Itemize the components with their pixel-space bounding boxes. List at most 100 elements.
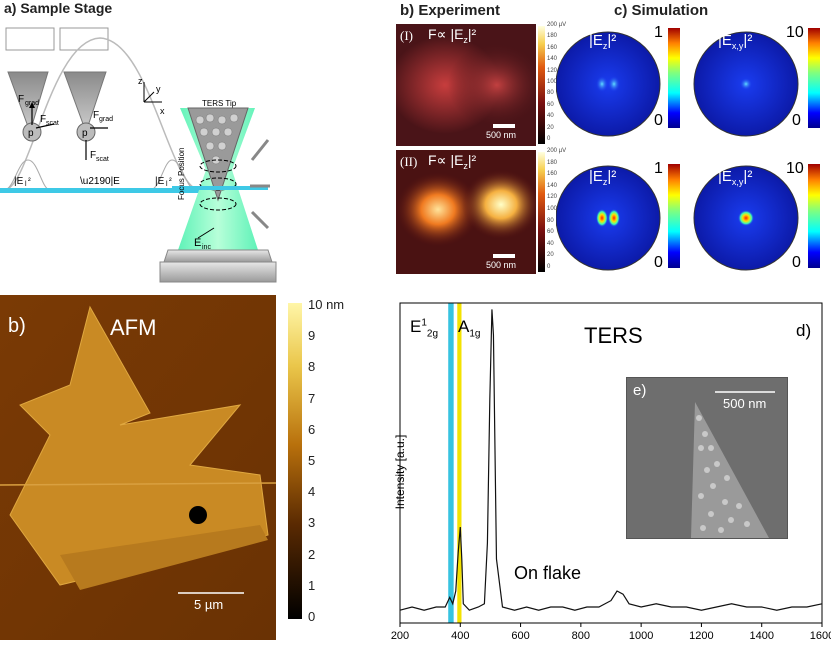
- svg-text:|E: |E: [14, 176, 24, 187]
- svg-text:|E: |E: [155, 176, 165, 187]
- x-tick-label: 600: [511, 630, 529, 642]
- sim-exy-min-ii: 0: [792, 254, 801, 271]
- sim-ez-label-i: |Ez|²: [589, 32, 617, 51]
- x-tick-label: 1000: [629, 630, 653, 642]
- exp-scalebar-ii: 500 nm: [486, 260, 517, 270]
- x-tick-label: 1200: [689, 630, 713, 642]
- ters-ylabel: Intensity [a.u.]: [393, 434, 407, 510]
- colorbar-tick: 60: [547, 229, 554, 236]
- sim-exy-max-ii: 10: [786, 160, 804, 177]
- x-tick-label: 800: [572, 630, 590, 642]
- svg-text:F: F: [40, 114, 46, 125]
- svg-text:l: l: [166, 181, 168, 188]
- sim-exy-colorbar-ii: [808, 164, 820, 268]
- colorbar-tick: 100: [547, 206, 558, 212]
- highlight-band-0: [448, 303, 454, 623]
- sim-ez-label-ii: |Ez|²: [589, 168, 617, 187]
- svg-text:\u2190|E: \u2190|E: [80, 176, 120, 187]
- sample-plane: [0, 188, 200, 193]
- svg-text:F: F: [18, 94, 24, 105]
- x-tick-label: 1400: [749, 630, 773, 642]
- colorbar-tick: 3: [308, 515, 316, 531]
- sim-ez-min-ii: 0: [654, 254, 663, 271]
- colorbar-tick: 5: [308, 453, 316, 468]
- svg-text:l: l: [25, 181, 27, 188]
- row-i-roman: (I): [400, 28, 413, 43]
- svg-text:E: E: [194, 237, 201, 249]
- svg-text:F: F: [90, 150, 96, 161]
- svg-text:F: F: [93, 110, 99, 121]
- colorbar-tick: 80: [547, 90, 554, 97]
- colorbar-tick: 9: [308, 328, 316, 344]
- colorbar-tick: 7: [308, 390, 316, 406]
- svg-text:z: z: [138, 76, 143, 86]
- svg-text:p: p: [82, 128, 88, 139]
- sim-ez-min-i: 0: [654, 112, 663, 129]
- colorbar-tick: 8: [308, 359, 316, 375]
- colorbar-tick: 10 nm: [308, 297, 345, 312]
- ters-title: TERS: [584, 323, 643, 348]
- exp-colorbar-ticks-i: 200 µV 180 160 140 120 100 80 60 40 20 0: [547, 22, 567, 146]
- ters-panel-label: d): [796, 321, 812, 340]
- panel-a: a) Sample Stage: [0, 0, 380, 285]
- series-line-0: [399, 309, 823, 611]
- exp-colorbar-ticks-ii: 200 µV 180 160 140 120 100 80 60 40 20 0: [547, 148, 567, 274]
- colorbar-tick: 20: [547, 124, 554, 131]
- afm-panel-label: b): [8, 315, 26, 337]
- colorbar-tick: 0: [547, 136, 551, 142]
- panel-c-simulation: c) Simulation |Ez|² |Ex,y|² |Ez|² |Ex,y|…: [556, 0, 831, 285]
- box-iii: [59, 27, 109, 51]
- svg-text:grad: grad: [99, 116, 113, 123]
- afm-colorbar: [288, 303, 302, 619]
- plot-frame: [399, 302, 823, 624]
- experiment-title: b) Experiment: [400, 2, 501, 19]
- sem-inset: e) 500 nm: [626, 377, 788, 539]
- sim-ez-colorbar-i: [668, 28, 680, 128]
- x-tick-label: 400: [451, 630, 469, 642]
- svg-text:Focus Position: Focus Position: [177, 148, 186, 200]
- box-i-ii: [5, 27, 55, 51]
- x-tick-label: 200: [391, 630, 409, 642]
- sim-ez-max-ii: 1: [654, 160, 663, 177]
- colorbar-tick: 140: [547, 56, 558, 63]
- colorbar-tick: 160: [547, 44, 558, 51]
- colorbar-tick: 80: [547, 217, 554, 224]
- sem-panel-label: e): [633, 382, 647, 399]
- colorbar-tick: 4: [308, 484, 316, 500]
- objective: [163, 249, 273, 263]
- colorbar-tick: 1: [308, 577, 316, 593]
- svg-text:p: p: [28, 128, 34, 139]
- highlight-band-1: [457, 303, 462, 623]
- row-ii-roman: (II): [400, 154, 418, 169]
- svg-text:grad: grad: [25, 100, 39, 107]
- afm-hole: [189, 506, 207, 524]
- colorbar-tick: 60: [547, 101, 554, 108]
- sim-exy-max-i: 10: [786, 24, 804, 41]
- sim-exy-colorbar-i: [808, 28, 820, 128]
- row-i-formula: F∝ |Ez|²: [428, 26, 477, 45]
- sim-exy-label-ii: |Ex,y|²: [718, 168, 753, 187]
- ters-annotation: On flake: [514, 563, 582, 583]
- x-tick-label: 1600: [810, 630, 831, 642]
- colorbar-tick: 160: [547, 171, 558, 178]
- colorbar-tick: 200 µV: [547, 22, 567, 28]
- row-ii-formula: F∝ |Ez|²: [428, 152, 477, 171]
- svg-text:²: ²: [169, 176, 172, 185]
- colorbar-tick: 20: [547, 252, 554, 259]
- colorbar-tick: 180: [547, 159, 558, 166]
- sem-tip: [691, 402, 769, 538]
- tip-cone-right: [63, 71, 107, 134]
- sem-scalebar-label: 500 nm: [723, 396, 767, 411]
- panel-a-title: a) Sample Stage: [4, 0, 113, 16]
- peak-label-a1g: A1g: [458, 317, 481, 340]
- colorbar-tick: 0: [308, 609, 316, 624]
- exp-scalebar-i: 500 nm: [486, 130, 517, 140]
- experiment-colorbar-ii: [538, 152, 545, 272]
- peak-label-e2g: E12g: [410, 317, 439, 340]
- afm-title: AFM: [110, 315, 157, 340]
- colorbar-tick: 40: [547, 240, 554, 247]
- svg-text:TERS Tip: TERS Tip: [202, 99, 237, 108]
- afm-scalebar-label: 5 µm: [194, 597, 224, 612]
- panel-b-afm: b) AFM 5 µm 10 nm 9 8 7 6 5 4 3 2 1 0: [0, 295, 370, 640]
